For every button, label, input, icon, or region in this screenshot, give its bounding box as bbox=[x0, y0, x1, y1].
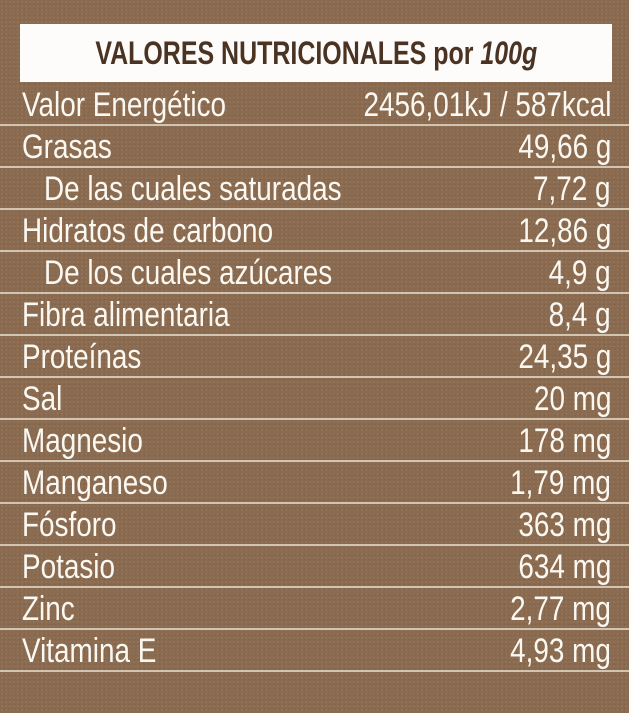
nutrition-row: Grasas 49,66 g bbox=[0, 126, 629, 168]
nutrient-value: 363 mg bbox=[518, 506, 611, 544]
nutrient-label: Valor Energético bbox=[22, 86, 227, 124]
nutrition-row: Manganeso 1,79 mg bbox=[0, 462, 629, 504]
nutrient-label: Manganeso bbox=[22, 464, 168, 502]
nutrition-row: De las cuales saturadas 7,72 g bbox=[0, 168, 629, 210]
nutrient-label: Grasas bbox=[22, 128, 112, 166]
nutrient-label: Magnesio bbox=[22, 422, 143, 460]
header-title: VALORES NUTRICIONALES por 100g bbox=[95, 35, 537, 72]
nutrition-row: Sal 20 mg bbox=[0, 378, 629, 420]
nutrient-label: Fibra alimentaria bbox=[22, 296, 230, 334]
nutrient-label: De las cuales saturadas bbox=[44, 170, 342, 208]
nutrient-value: 20 mg bbox=[533, 380, 611, 418]
nutrition-row: Fósforo 363 mg bbox=[0, 504, 629, 546]
nutrition-table: Valor Energético 2456,01kJ / 587kcal Grasa… bbox=[0, 84, 629, 672]
nutrient-label: Fósforo bbox=[22, 506, 117, 544]
nutrient-value: 12,86 g bbox=[517, 212, 611, 250]
nutrient-label: De los cuales azúcares bbox=[44, 254, 333, 292]
nutrition-row: Proteínas 24,35 g bbox=[0, 336, 629, 378]
nutrient-value: 4,9 g bbox=[548, 254, 611, 292]
nutrition-row: Magnesio 178 mg bbox=[0, 420, 629, 462]
nutrient-value: 24,35 g bbox=[517, 338, 611, 376]
nutrient-value: 178 mg bbox=[518, 422, 611, 460]
nutrient-label: Sal bbox=[22, 380, 63, 418]
header-title-unit: 100g bbox=[480, 34, 537, 71]
nutrition-table-header: VALORES NUTRICIONALES por 100g bbox=[20, 24, 612, 82]
nutrient-value: 1,79 mg bbox=[510, 464, 611, 502]
nutrient-value: 2,77 mg bbox=[510, 590, 611, 628]
nutrition-row: Hidratos de carbono 12,86 g bbox=[0, 210, 629, 252]
nutrient-label: Hidratos de carbono bbox=[22, 212, 274, 250]
nutrition-row: Zinc 2,77 mg bbox=[0, 588, 629, 630]
nutrient-label: Potasio bbox=[22, 548, 115, 586]
header-title-text: VALORES NUTRICIONALES por bbox=[95, 34, 474, 71]
nutrition-row: Valor Energético 2456,01kJ / 587kcal bbox=[0, 84, 629, 126]
nutrient-value: 634 mg bbox=[518, 548, 611, 586]
nutrient-value: 4,93 mg bbox=[510, 632, 611, 670]
nutrition-row: De los cuales azúcares 4,9 g bbox=[0, 252, 629, 294]
nutrition-row: Vitamina E 4,93 mg bbox=[0, 630, 629, 672]
nutrition-row: Potasio 634 mg bbox=[0, 546, 629, 588]
nutrition-row: Fibra alimentaria 8,4 g bbox=[0, 294, 629, 336]
nutrient-label: Vitamina E bbox=[22, 632, 157, 670]
nutrient-value: 49,66 g bbox=[517, 128, 611, 166]
nutrient-value: 7,72 g bbox=[533, 170, 611, 208]
nutrient-label: Zinc bbox=[22, 590, 75, 628]
nutrient-label: Proteínas bbox=[22, 338, 142, 376]
nutrient-value: 8,4 g bbox=[548, 296, 611, 334]
nutrient-value: 2456,01kJ / 587kcal bbox=[363, 86, 611, 124]
